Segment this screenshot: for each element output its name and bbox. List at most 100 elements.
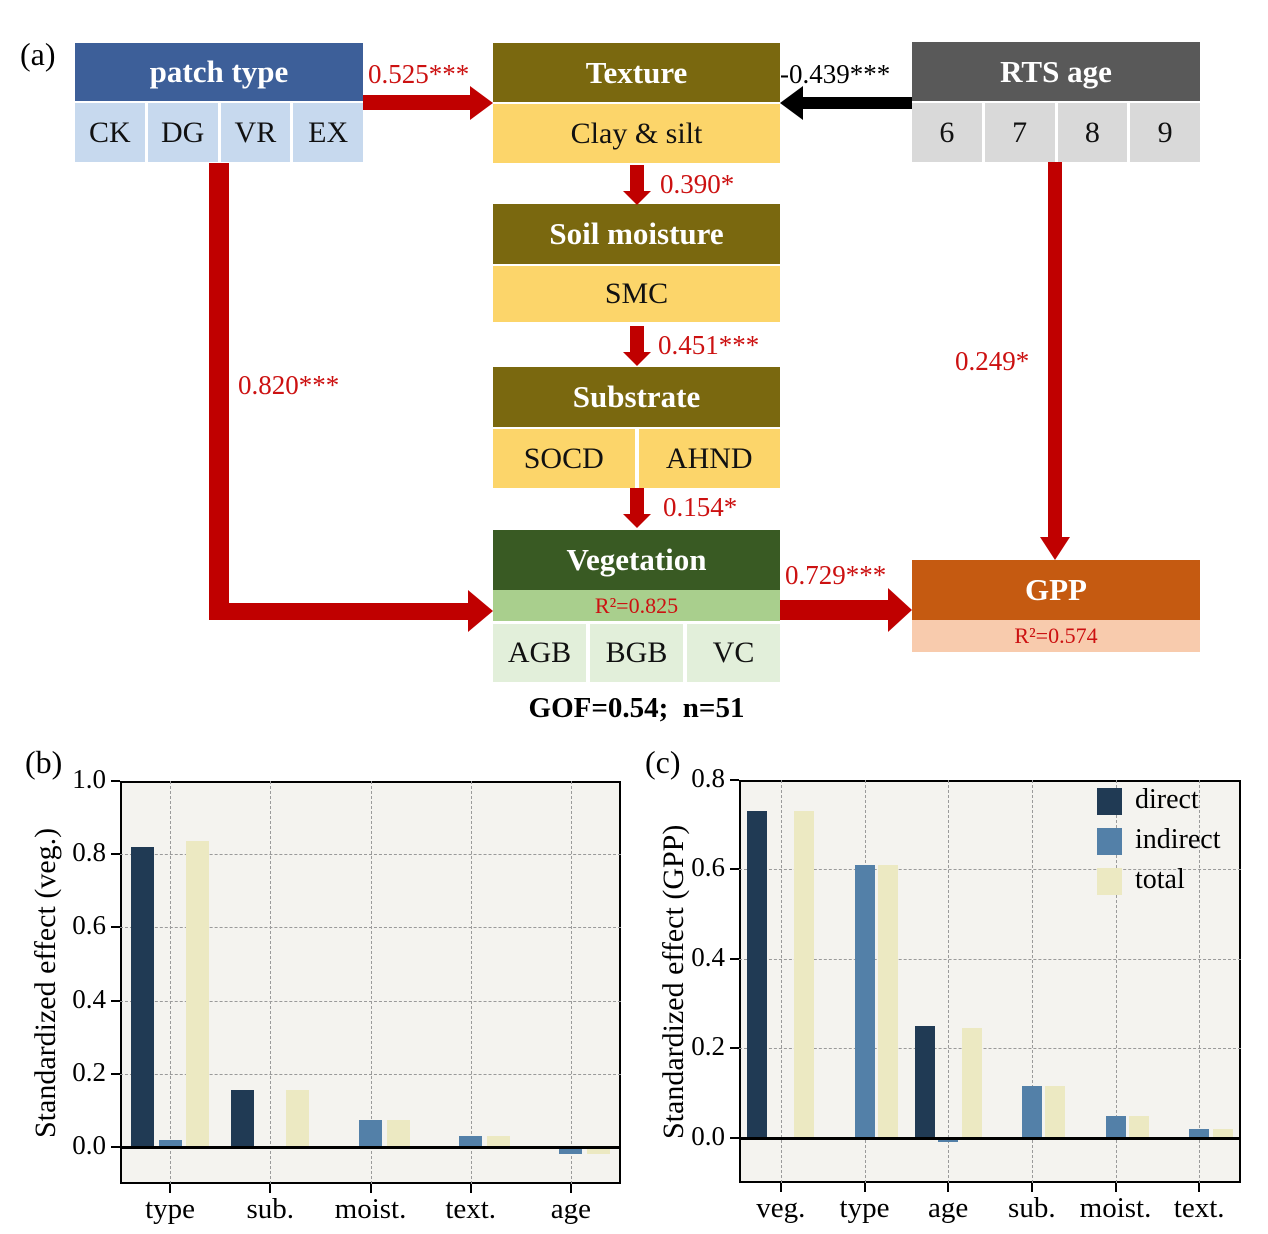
x-tick-mark [269,1184,272,1193]
path-label-substrate-to-vegetation: 0.154* [663,492,738,522]
substrate-title: Substrate [493,367,780,427]
gpp-title: GPP [912,560,1200,620]
bar-indirect-text [459,1136,483,1147]
legend-swatch-indirect [1097,828,1122,855]
bar-total-veg [794,810,815,1138]
path-label-patch-to-texture: 0.525*** [368,59,470,89]
gridline-vertical [570,781,572,1184]
path-label-vegetation-to-gpp: 0.729*** [785,560,887,590]
panel-b-label: (b) [25,744,63,780]
soil-moisture-title: Soil moisture [493,204,780,264]
patch-type-title: patch type [75,43,363,101]
panel-a-label: (a) [20,36,56,72]
soil-moisture-cell-smc: SMC [493,266,780,322]
y-tick-label: 0.8 [691,762,725,793]
x-tick-label: moist. [334,1193,407,1225]
legend-label-direct: direct [1135,784,1199,815]
substrate-cell-ahnd: AHND [638,429,780,488]
rts-age-cell-8: 8 [1057,103,1128,162]
y-tick-label: 0.0 [691,1121,725,1151]
y-tick-label: 1.0 [72,764,106,794]
y-tick-label: 0.2 [72,1056,106,1087]
y-tick-mark [111,853,120,856]
gridline-vertical [948,780,950,1183]
x-tick-mark [863,1183,866,1192]
texture-cell-clay-silt: Clay & silt [493,104,780,163]
y-tick-mark [111,926,120,929]
y-tick-label: 0.6 [691,852,725,883]
gridline-vertical [370,781,372,1184]
gridline-vertical [470,781,472,1184]
y-tick-mark [730,868,739,871]
y-tick-label: 0.6 [72,910,106,941]
gridline-vertical [780,780,782,1183]
gridline-vertical [270,781,272,1184]
bar-direct-sub [231,1090,255,1147]
x-tick-mark [947,1183,950,1192]
gridline-vertical [170,781,172,1184]
sem-node-texture: Texture Clay & silt [493,43,780,163]
panel-c-label: (c) [645,744,681,780]
bar-indirect-age [938,1138,959,1143]
y-tick-mark [730,1137,739,1139]
sem-node-rts-age: RTS age 6 7 8 9 [912,42,1200,162]
vegetation-r2: R²=0.825 [493,590,780,621]
bar-indirect-text [1189,1129,1210,1138]
path-label-age-to-texture: -0.439*** [780,59,891,89]
rts-age-cell-6: 6 [912,103,982,162]
legend-label-total: total [1135,864,1185,895]
y-tick-mark [111,999,120,1002]
gof-text: GOF=0.54; n=51 [528,692,745,724]
zero-line [120,1145,621,1149]
texture-title: Texture [493,43,780,102]
y-axis-title: Standardized effect (veg.) [29,827,62,1138]
legend-swatch-total [1097,868,1122,895]
sem-node-substrate: Substrate SOCD AHND [493,367,780,488]
y-tick-mark [111,780,120,782]
sem-node-vegetation: Vegetation R²=0.825 AGB BGB VC [493,530,780,682]
vegetation-cell-bgb: BGB [590,624,683,682]
y-tick-mark [111,1072,120,1075]
bar-total-text [1212,1129,1233,1138]
bar-indirect-moist [1105,1115,1126,1138]
y-tick-mark [730,1047,739,1050]
bar-direct-age [914,1026,935,1138]
bar-direct-veg [747,810,768,1138]
x-tick-label: age [550,1193,592,1225]
x-tick-mark [469,1184,472,1193]
path-label-patch-to-vegetation: 0.820*** [238,370,340,400]
bar-total-sub [1045,1086,1066,1138]
y-tick-label: 0.8 [72,837,106,868]
vegetation-title: Vegetation [493,530,780,590]
patch-type-cell-ex: EX [293,103,363,162]
rts-age-cell-7: 7 [984,103,1055,162]
substrate-cell-socd: SOCD [493,429,635,488]
bar-total-sub [286,1090,310,1147]
gridline-horizontal [739,958,1241,960]
x-tick-label: moist. [1079,1192,1152,1224]
y-tick-label: 0.0 [72,1130,106,1160]
x-tick-mark [1198,1183,1201,1192]
bar-total-type [878,864,898,1138]
bar-indirect-type [854,864,875,1138]
x-tick-mark [569,1184,572,1193]
y-tick-mark [111,1146,120,1148]
rts-age-cell-9: 9 [1130,103,1200,162]
patch-type-cell-dg: DG [147,103,218,162]
bar-total-text [486,1136,510,1147]
x-tick-mark [169,1184,172,1193]
x-tick-mark [369,1184,372,1193]
legend-label-indirect: indirect [1135,824,1221,855]
y-axis-title: Standardized effect (GPP) [657,824,690,1139]
y-tick-mark [730,778,739,781]
zero-line [739,1136,1241,1140]
x-tick-mark [779,1183,782,1192]
gridline-horizontal [739,1048,1241,1050]
x-tick-mark [1114,1183,1117,1192]
x-tick-label: text. [1173,1192,1225,1224]
sem-node-soil-moisture: Soil moisture SMC [493,204,780,322]
sem-node-patch-type: patch type CK DG VR EX [75,43,363,162]
vegetation-cell-agb: AGB [493,624,586,682]
gridline-vertical [1115,780,1117,1183]
